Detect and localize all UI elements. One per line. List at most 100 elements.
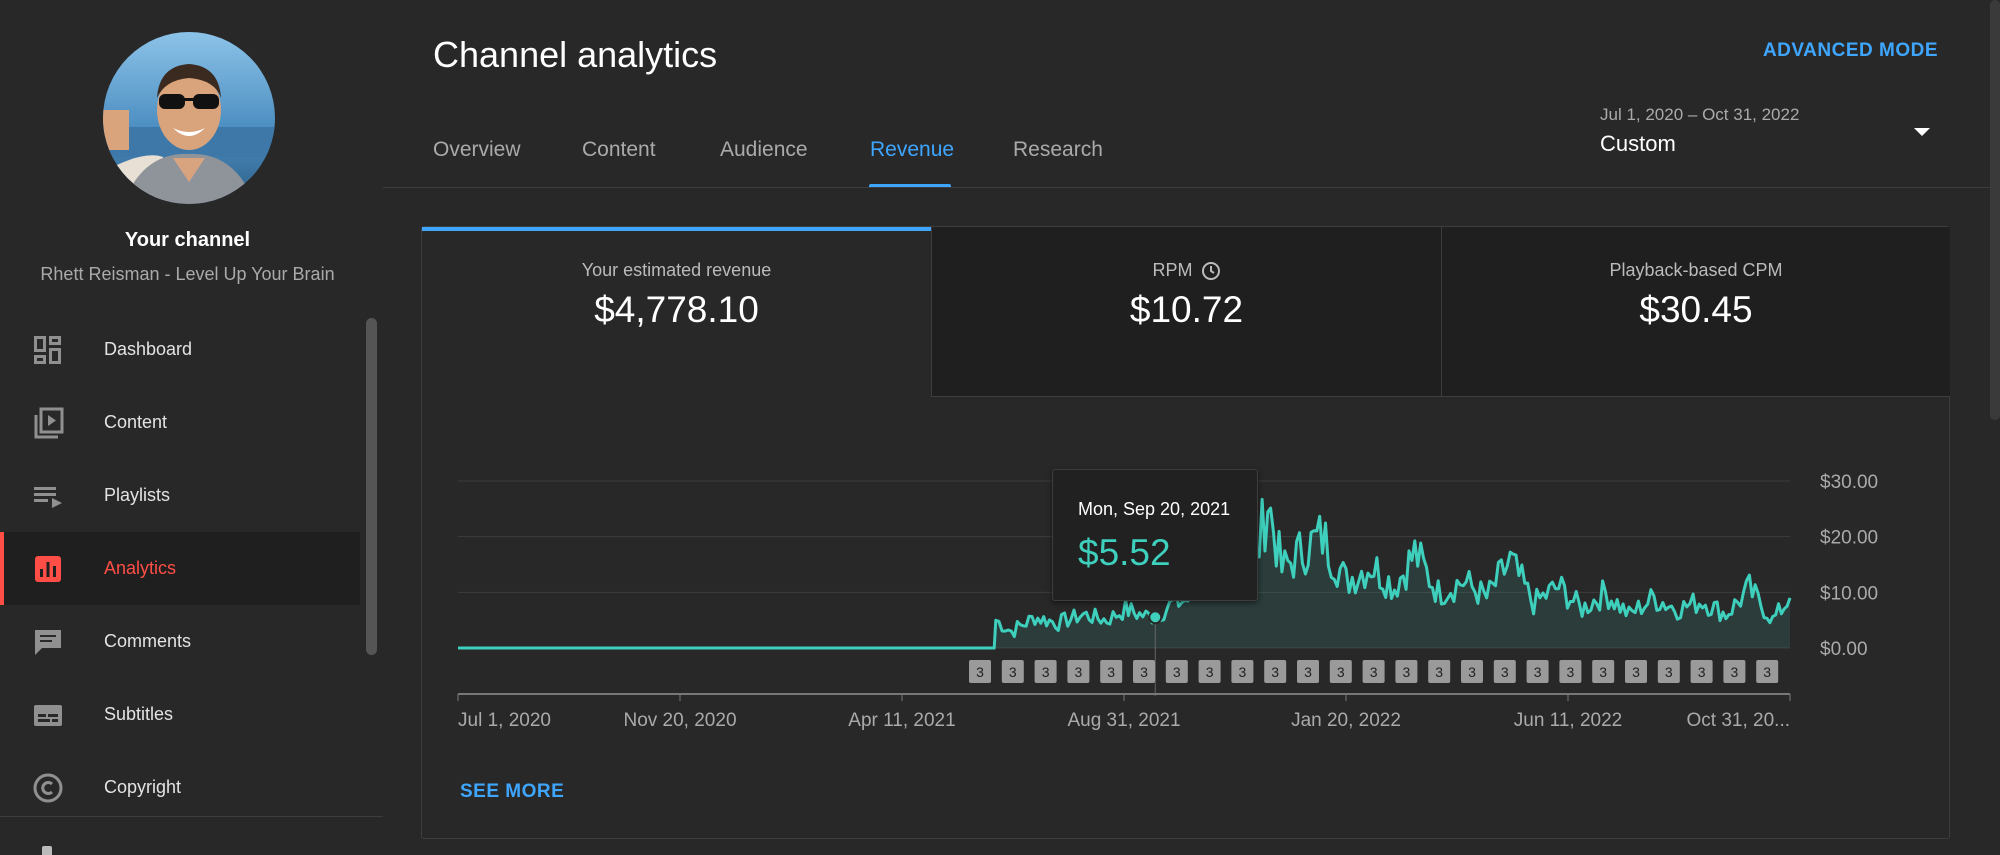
- sidebar-item-dashboard[interactable]: Dashboard: [0, 313, 360, 386]
- video-marker-label: 3: [1173, 664, 1181, 680]
- video-marker-label: 3: [976, 664, 984, 680]
- see-more-link[interactable]: SEE MORE: [460, 781, 565, 802]
- sidebar-item-label: Playlists: [104, 485, 171, 505]
- page-scrollbar[interactable]: [1990, 0, 2000, 420]
- tab-revenue[interactable]: Revenue: [870, 138, 955, 161]
- copyright-icon: [33, 773, 63, 802]
- metric-label: Playback-based CPM: [1609, 260, 1783, 280]
- channel-name: Rhett Reisman - Level Up Your Brain: [40, 264, 335, 284]
- video-marker-label: 3: [1271, 664, 1279, 680]
- video-marker: [1198, 660, 1221, 683]
- video-marker-label: 3: [1206, 664, 1214, 680]
- video-marker: [1723, 660, 1746, 683]
- x-tick-label: Apr 11, 2021: [848, 710, 955, 731]
- video-marker: [1559, 660, 1582, 683]
- sidebar-item-label: Copyright: [104, 777, 182, 797]
- content-icon: [34, 407, 64, 438]
- video-marker-label: 3: [1468, 664, 1476, 680]
- video-marker: [1461, 660, 1483, 683]
- video-marker-label: 3: [1763, 664, 1771, 680]
- video-marker: [1133, 660, 1155, 683]
- tab-audience[interactable]: Audience: [720, 138, 808, 161]
- video-marker-label: 3: [1304, 664, 1312, 680]
- video-marker-label: 3: [1698, 664, 1706, 680]
- video-marker-label: 3: [1567, 664, 1575, 680]
- video-marker: [1034, 660, 1057, 683]
- date-range-text[interactable]: Jul 1, 2020 – Oct 31, 2022: [1600, 105, 1800, 124]
- series-line: [458, 497, 1792, 650]
- header-divider: [383, 187, 2000, 188]
- sidebar-item-subtitles[interactable]: Subtitles: [0, 678, 360, 751]
- x-tick-label: Jan 20, 2022: [1291, 710, 1401, 731]
- video-marker-label: 3: [1731, 664, 1739, 680]
- sidebar-item-label: Analytics: [104, 558, 177, 578]
- video-marker: [1428, 660, 1451, 683]
- video-marker-label: 3: [1370, 664, 1378, 680]
- metric-rpm[interactable]: RPM $10.72: [931, 227, 1441, 397]
- dropdown-caret-icon[interactable]: [1914, 128, 1930, 136]
- video-marker-label: 3: [1534, 664, 1542, 680]
- video-marker-label: 3: [1435, 664, 1443, 680]
- metric-estimated-revenue[interactable]: Your estimated revenue $4,778.10: [422, 227, 931, 397]
- video-marker-label: 3: [1501, 664, 1509, 680]
- sidebar-item-content[interactable]: Content: [0, 386, 360, 459]
- sidebar-item-label: Comments: [104, 631, 192, 651]
- tab-overview[interactable]: Overview: [433, 138, 521, 161]
- sidebar-item-comments[interactable]: Comments: [0, 605, 360, 678]
- video-marker-label: 3: [1009, 664, 1017, 680]
- video-marker: [1100, 660, 1123, 683]
- metric-value: $10.72: [1129, 289, 1244, 330]
- video-marker-label: 3: [1140, 664, 1148, 680]
- y-tick-label: $20.00: [1820, 528, 1878, 549]
- tab-research[interactable]: Research: [1013, 138, 1103, 161]
- sidebar-item-copyright[interactable]: Copyright: [0, 751, 360, 824]
- channel-title: Your channel: [124, 229, 251, 251]
- x-tick-label: Jul 1, 2020: [458, 710, 551, 731]
- sidebar-item-label: Content: [104, 412, 168, 432]
- x-tick-label: Aug 31, 2021: [1067, 710, 1180, 731]
- series-area: [458, 499, 1790, 648]
- hover-point: [1148, 610, 1163, 625]
- sidebar-item-analytics[interactable]: Analytics: [0, 532, 360, 605]
- y-tick-label: $0.00: [1820, 639, 1868, 660]
- video-marker: [969, 660, 991, 683]
- analytics-icon: [35, 555, 61, 582]
- comments-icon: [35, 629, 61, 655]
- sidebar-item-label: Subtitles: [104, 704, 174, 724]
- sidebar-scrollbar[interactable]: [366, 318, 377, 655]
- video-marker-label: 3: [1665, 664, 1673, 680]
- video-marker-label: 3: [1107, 664, 1115, 680]
- video-marker: [1329, 660, 1352, 683]
- metric-label: Your estimated revenue: [581, 260, 772, 280]
- video-marker-label: 3: [1337, 664, 1345, 680]
- sidebar-item-playlists[interactable]: Playlists: [0, 459, 360, 532]
- clock-icon[interactable]: [1201, 261, 1221, 281]
- subtitles-icon: [34, 704, 62, 726]
- video-marker-label: 3: [1042, 664, 1050, 680]
- video-marker: [1297, 660, 1319, 683]
- video-marker: [1493, 660, 1516, 683]
- video-marker: [1625, 660, 1647, 683]
- video-marker-label: 3: [1403, 664, 1411, 680]
- active-tab-indicator: [869, 184, 951, 188]
- tab-content[interactable]: Content: [582, 138, 656, 161]
- video-marker-label: 3: [1075, 664, 1083, 680]
- dashboard-icon: [34, 335, 61, 364]
- tooltip-value: $5.52: [1078, 532, 1171, 573]
- video-marker: [1067, 660, 1090, 683]
- metric-value: $4,778.10: [594, 289, 759, 330]
- video-marker: [1362, 660, 1385, 683]
- x-tick-label: Nov 20, 2020: [623, 710, 736, 731]
- date-preset-select[interactable]: Custom: [1600, 131, 1676, 156]
- active-metric-indicator: [422, 227, 931, 231]
- video-marker-label: 3: [1599, 664, 1607, 680]
- x-tick-label: Jun 11, 2022: [1514, 710, 1622, 731]
- y-tick-label: $30.00: [1820, 472, 1878, 493]
- metric-playback-cpm[interactable]: Playback-based CPM $30.45: [1441, 227, 1950, 397]
- advanced-mode-button[interactable]: ADVANCED MODE: [1762, 40, 1938, 61]
- sidebar-item-label: Dashboard: [104, 339, 193, 359]
- y-tick-label: $10.00: [1820, 583, 1878, 604]
- sidebar: Your channel Rhett Reisman - Level Up Yo…: [0, 0, 383, 855]
- settings-icon[interactable]: [42, 846, 52, 855]
